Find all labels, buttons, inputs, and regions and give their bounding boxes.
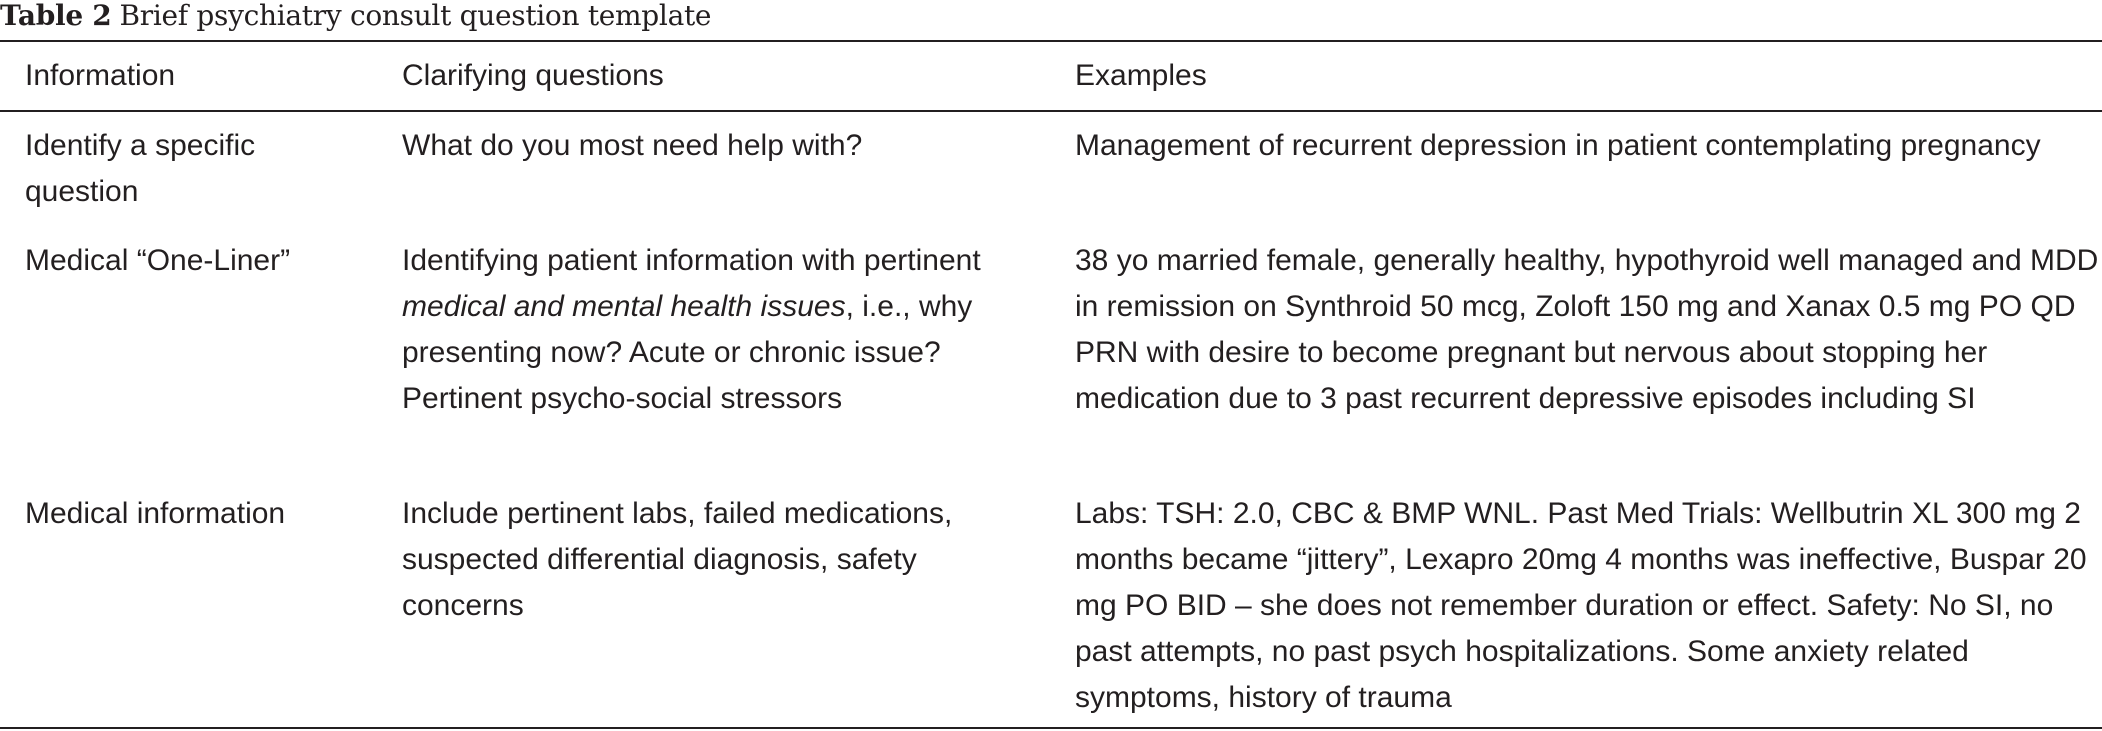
table-caption-title: Brief psychiatry consult question templa… <box>119 0 712 32</box>
clarifying-text-emphasis: medical and mental health issues <box>402 290 846 323</box>
table-bottom-rule <box>0 727 2102 729</box>
cell-example: 38 yo married female, generally healthy,… <box>1075 244 2099 415</box>
cell-example: Labs: TSH: 2.0, CBC & BMP WNL. Past Med … <box>1075 497 2087 714</box>
table-caption: Table 2 Brief psychiatry consult question… <box>0 0 712 34</box>
table-header-rule <box>0 110 2102 112</box>
column-header-information: Information <box>25 59 176 92</box>
cell-information: Identify a specific question <box>25 129 256 208</box>
cell-example: Management of recurrent depression in pa… <box>1075 129 2041 162</box>
column-header-examples: Examples <box>1075 59 1207 92</box>
cell-clarifying-questions: What do you most need help with? <box>402 129 863 162</box>
cell-information: Medical information <box>25 497 286 530</box>
table-top-rule <box>0 40 2102 42</box>
clarifying-text-end: , i.e., why presenting now? Acute or chr… <box>402 290 973 415</box>
clarifying-text-start: Identifying patient information with per… <box>402 244 981 277</box>
cell-information: Medical “One-Liner” <box>25 244 291 277</box>
cell-clarifying-questions: Include pertinent labs, failed medicatio… <box>402 497 953 622</box>
table-caption-label: Table 2 <box>0 0 112 32</box>
cell-clarifying-questions: Identifying patient information with per… <box>402 238 1042 422</box>
column-header-clarifying-questions: Clarifying questions <box>402 59 664 92</box>
